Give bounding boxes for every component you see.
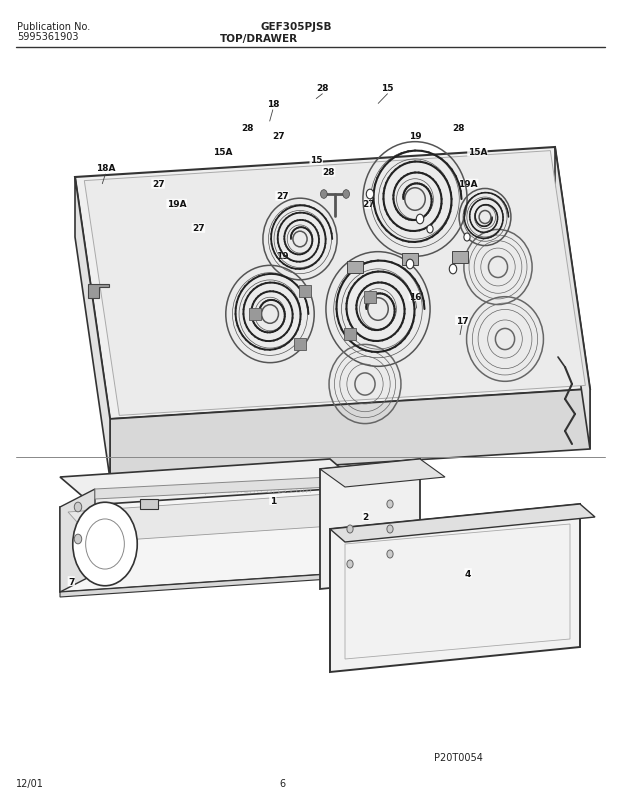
Text: 27: 27 bbox=[192, 224, 205, 233]
Text: 12/01: 12/01 bbox=[16, 778, 43, 788]
Polygon shape bbox=[60, 574, 330, 597]
Text: P20T0054: P20T0054 bbox=[434, 752, 483, 762]
Text: 28: 28 bbox=[322, 168, 335, 177]
Bar bbox=[347, 261, 363, 274]
Polygon shape bbox=[320, 460, 420, 589]
Text: 19A: 19A bbox=[458, 180, 478, 189]
Text: 16: 16 bbox=[409, 292, 422, 302]
Text: Publication No.: Publication No. bbox=[17, 22, 91, 31]
Polygon shape bbox=[555, 148, 590, 449]
Text: eReplacementParts.com: eReplacementParts.com bbox=[186, 484, 313, 494]
Bar bbox=[344, 329, 356, 340]
Ellipse shape bbox=[343, 190, 350, 199]
Text: 15: 15 bbox=[381, 83, 394, 93]
Text: 19: 19 bbox=[276, 252, 288, 261]
Polygon shape bbox=[60, 460, 365, 508]
Text: 15A: 15A bbox=[467, 148, 487, 157]
Ellipse shape bbox=[464, 233, 470, 241]
Ellipse shape bbox=[347, 525, 353, 533]
Text: 18A: 18A bbox=[95, 164, 115, 173]
Bar bbox=[452, 251, 468, 264]
Bar bbox=[364, 292, 376, 303]
Polygon shape bbox=[330, 477, 365, 539]
Text: GEF305PJSB: GEF305PJSB bbox=[260, 22, 332, 31]
Ellipse shape bbox=[406, 260, 414, 269]
Text: 27: 27 bbox=[273, 132, 285, 141]
Bar bbox=[140, 500, 158, 509]
Text: 6: 6 bbox=[279, 778, 285, 788]
Text: 19A: 19A bbox=[167, 200, 187, 209]
Text: 27: 27 bbox=[152, 180, 164, 189]
Bar bbox=[249, 309, 261, 320]
Text: 28: 28 bbox=[242, 124, 254, 133]
Text: 7: 7 bbox=[68, 577, 74, 586]
Polygon shape bbox=[110, 390, 590, 480]
Bar bbox=[402, 253, 418, 266]
Text: TOP/DRAWER: TOP/DRAWER bbox=[220, 34, 298, 43]
Ellipse shape bbox=[387, 550, 393, 558]
Text: 28: 28 bbox=[453, 124, 465, 133]
Polygon shape bbox=[84, 152, 585, 416]
Text: 4: 4 bbox=[465, 569, 471, 578]
Polygon shape bbox=[320, 460, 445, 488]
Ellipse shape bbox=[450, 265, 457, 274]
Ellipse shape bbox=[74, 503, 82, 512]
Bar bbox=[294, 339, 306, 350]
Ellipse shape bbox=[387, 525, 393, 533]
Polygon shape bbox=[60, 489, 95, 592]
Text: 1: 1 bbox=[270, 496, 276, 505]
Polygon shape bbox=[330, 504, 580, 672]
Ellipse shape bbox=[427, 225, 433, 233]
Text: 2: 2 bbox=[363, 512, 369, 521]
Bar bbox=[299, 286, 311, 298]
Text: 19: 19 bbox=[409, 132, 422, 141]
Ellipse shape bbox=[347, 561, 353, 569]
Text: 27: 27 bbox=[363, 200, 375, 209]
Polygon shape bbox=[95, 477, 330, 500]
Ellipse shape bbox=[387, 500, 393, 508]
Ellipse shape bbox=[73, 503, 137, 586]
Ellipse shape bbox=[416, 215, 423, 225]
Ellipse shape bbox=[321, 190, 327, 199]
Text: 5995361903: 5995361903 bbox=[17, 32, 79, 42]
Polygon shape bbox=[330, 504, 595, 542]
Text: 18: 18 bbox=[267, 99, 279, 109]
Polygon shape bbox=[75, 178, 110, 480]
Ellipse shape bbox=[74, 534, 82, 544]
Ellipse shape bbox=[366, 190, 374, 200]
Polygon shape bbox=[75, 148, 590, 419]
Polygon shape bbox=[88, 285, 108, 298]
Polygon shape bbox=[60, 489, 330, 592]
Polygon shape bbox=[68, 494, 362, 542]
Text: 17: 17 bbox=[456, 316, 468, 326]
Text: 15: 15 bbox=[310, 156, 322, 165]
Text: 27: 27 bbox=[276, 192, 288, 201]
Text: 28: 28 bbox=[316, 83, 329, 93]
Text: 15A: 15A bbox=[213, 148, 233, 157]
